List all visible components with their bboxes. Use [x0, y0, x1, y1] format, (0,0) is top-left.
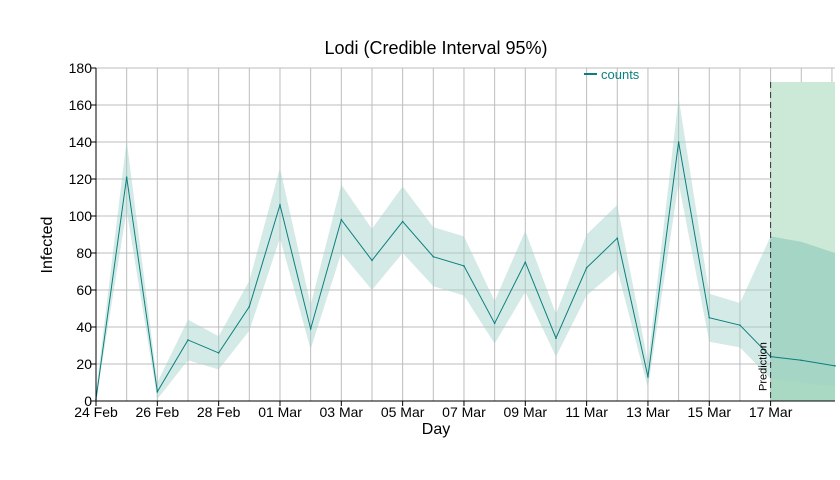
axes	[91, 67, 835, 406]
data-point	[677, 141, 680, 143]
data-point	[125, 176, 128, 178]
data-point	[401, 220, 404, 223]
credible-interval-band-counts	[96, 97, 835, 401]
prediction-label: Prediction	[758, 342, 770, 391]
x-tick-label: 28 Feb	[197, 404, 241, 420]
prediction-region	[770, 82, 835, 401]
prediction-interval-band	[770, 236, 835, 401]
y-tick-label: 160	[69, 97, 93, 113]
data-point	[647, 376, 649, 378]
legend: counts	[584, 67, 640, 82]
x-tick-label: 17 Mar	[749, 404, 793, 420]
data-point	[187, 339, 189, 341]
x-tick-label: 05 Mar	[381, 404, 425, 420]
data-point	[555, 337, 557, 339]
x-tick-label: 03 Mar	[320, 404, 364, 420]
data-point	[432, 255, 435, 258]
data-point	[248, 305, 251, 308]
y-tick-label: 60	[76, 282, 92, 298]
x-tick-label: 15 Mar	[687, 404, 731, 420]
data-point	[493, 322, 496, 325]
y-tick-label: 120	[69, 171, 93, 187]
series-lines	[95, 141, 836, 400]
data-point	[217, 352, 220, 354]
y-tick-label: 180	[69, 60, 93, 76]
data-point	[463, 265, 465, 267]
x-tick-label: 26 Feb	[136, 404, 180, 420]
data-point	[834, 365, 836, 367]
tick-labels: 0 20 40 60 80 100 120 140 160 180 24 Feb 26 Feb 28 F…	[69, 60, 793, 420]
chart-title: Lodi (Credible Interval 95%)	[324, 38, 547, 58]
data-point	[309, 328, 312, 330]
data-point	[800, 359, 803, 362]
data-point	[340, 218, 343, 221]
y-tick-label: 40	[76, 319, 92, 335]
y-tick-label: 80	[76, 245, 92, 261]
x-axis-title: Day	[422, 421, 450, 438]
x-tick-label: 01 Mar	[258, 404, 302, 420]
credible-interval-bands	[96, 97, 835, 401]
data-point	[585, 267, 588, 269]
data-point	[279, 204, 281, 206]
y-tick-label: 140	[69, 134, 93, 150]
x-tick-label: 11 Mar	[565, 404, 608, 420]
x-tick-label: 13 Mar	[626, 404, 670, 420]
x-tick-label: 07 Mar	[442, 404, 486, 420]
data-point	[708, 316, 711, 319]
y-axis-title: Infected	[39, 217, 56, 274]
x-tick-label: 24 Feb	[74, 404, 118, 420]
data-point	[616, 237, 619, 239]
data-point	[524, 261, 527, 264]
data-point	[739, 324, 741, 326]
data-point	[156, 390, 159, 393]
y-tick-label: 100	[69, 208, 93, 224]
legend-label-counts: counts	[601, 67, 640, 82]
prediction-marker: Prediction	[758, 82, 772, 401]
y-tick-label: 20	[76, 356, 92, 372]
data-point	[371, 259, 373, 262]
x-tick-label: 09 Mar	[504, 404, 548, 420]
grid	[95, 67, 835, 402]
y-tick-label: 0	[84, 393, 92, 409]
